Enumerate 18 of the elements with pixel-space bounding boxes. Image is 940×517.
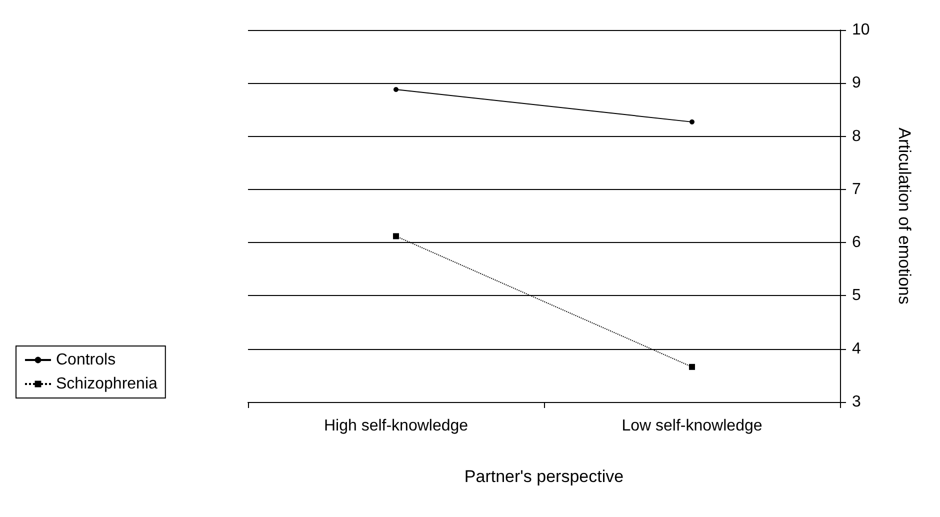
y-tick-label: 9 xyxy=(852,74,861,92)
y-tick-label: 5 xyxy=(852,287,861,304)
point xyxy=(689,364,695,370)
x-tick-label: High self-knowledge xyxy=(324,418,468,434)
point xyxy=(393,233,399,240)
legend-label: Controls xyxy=(56,352,116,368)
y-tick-label: 3 xyxy=(852,394,861,410)
y-tick-label: 10 xyxy=(852,22,870,38)
y-tick-label: 7 xyxy=(852,180,861,198)
x-axis-title: Partner's perspective xyxy=(464,467,624,486)
point xyxy=(394,87,398,92)
y-axis-title: Articulation of emotions xyxy=(895,128,914,304)
y-tick-label: 6 xyxy=(852,234,861,252)
y-tick-label: 8 xyxy=(852,128,861,145)
legend-label: Schizophrenia xyxy=(56,376,158,392)
y-tick-label: 4 xyxy=(852,340,861,358)
point xyxy=(690,119,694,124)
x-tick-label: Low self-knowledge xyxy=(622,418,762,434)
